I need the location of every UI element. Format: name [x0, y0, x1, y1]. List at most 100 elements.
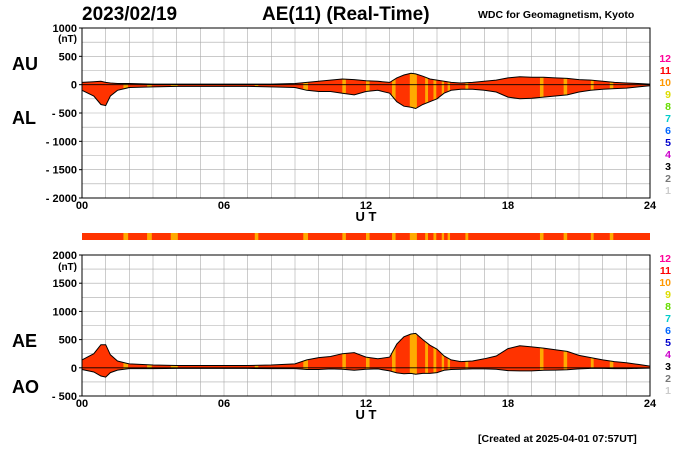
x-tick-label: 12: [360, 200, 372, 212]
series-label-upper: AU: [12, 54, 38, 74]
legend-item: 5: [665, 137, 671, 149]
x-tick-label: 00: [76, 200, 88, 212]
series-line-au: [81, 72, 651, 85]
ae-ao-panel: 2000 1500 1000 500 0 - 500 (nT) 00 06 12 18 24 U T AE…: [12, 250, 657, 422]
y-tick-label: - 2000: [46, 193, 77, 205]
status-bar-segment: [609, 233, 614, 240]
highlight-stripe: [392, 333, 396, 378]
y-tick-label: - 1000: [46, 136, 77, 148]
legend-item: 4: [665, 149, 671, 161]
x-tick-label: 12: [360, 398, 372, 410]
x-tick-label: 06: [218, 398, 230, 410]
status-bar-segment: [465, 233, 469, 240]
x-tick-label: 18: [502, 398, 514, 410]
legend-item: 4: [665, 349, 671, 361]
source-label: WDC for Geomagnetism, Kyoto: [478, 9, 635, 21]
y-tick-label: 1500: [53, 278, 77, 290]
status-bar-segment: [441, 233, 445, 240]
y-tick-label: 500: [59, 335, 77, 347]
y-tick-label: 1000: [53, 23, 77, 35]
highlight-stripe: [425, 73, 429, 109]
legend-item: 12: [659, 53, 671, 65]
status-bar-segment: [366, 233, 370, 240]
y-tick-label: 0: [71, 80, 77, 92]
y-tick-label: - 500: [52, 391, 77, 403]
highlight-stripe: [563, 73, 568, 109]
status-bar-segment: [147, 233, 152, 240]
y-tick-label: 500: [59, 51, 77, 63]
x-tick-label: 06: [218, 200, 230, 212]
highlight-stripe: [392, 73, 396, 109]
highlight-stripe: [539, 73, 544, 109]
data-status-bar: [82, 233, 650, 240]
status-bar-segment: [254, 233, 259, 240]
series-label-lower: AO: [12, 377, 39, 397]
date-label: 2023/02/19: [82, 4, 178, 25]
status-bar-segment: [392, 233, 396, 240]
highlight-stripe: [409, 73, 417, 109]
series-label-upper: AE: [12, 331, 37, 351]
legend-item: 9: [665, 89, 671, 101]
y-tick-label: 2000: [53, 250, 77, 262]
highlight-stripe: [433, 333, 437, 378]
au-al-panel: 1000 500 0 - 500 - 1000 - 1500 - 2000 (nT) 00 06 1…: [12, 23, 657, 224]
series-line-al: [81, 85, 651, 110]
legend-item: 12: [659, 253, 671, 265]
x-axis-label: U T: [356, 209, 377, 224]
status-bar-segment: [123, 233, 129, 240]
legend-item: 11: [660, 265, 671, 277]
status-bar-segment: [425, 233, 429, 240]
legend-item: 7: [665, 313, 671, 325]
x-axis-label: U T: [356, 407, 377, 422]
legend-item: 2: [665, 173, 671, 185]
series-line-ao: [81, 367, 651, 378]
legend-item: 2: [665, 373, 671, 385]
highlight-stripe: [425, 333, 429, 378]
status-bar-segment: [170, 233, 178, 240]
y-tick-label: 0: [71, 363, 77, 375]
legend-item: 9: [665, 289, 671, 301]
legend-item: 10: [659, 77, 671, 89]
legend-item: 1: [665, 185, 671, 197]
legend-item: 8: [665, 101, 671, 113]
highlight-stripe: [539, 333, 544, 378]
highlight-stripe: [409, 333, 417, 378]
highlight-stripe: [342, 73, 346, 109]
y-tick-label: - 1500: [46, 165, 77, 177]
legend-item: 7: [665, 113, 671, 125]
status-bar-segment: [303, 233, 309, 240]
legend-item: 1: [665, 385, 671, 397]
x-tick-label: 00: [76, 398, 88, 410]
status-bar-segment: [409, 233, 417, 240]
x-tick-label: 24: [644, 398, 657, 410]
activity-area: [82, 333, 650, 378]
plot-frame: [81, 254, 651, 397]
x-tick-label: 24: [644, 200, 657, 212]
legend-item: 6: [665, 125, 671, 137]
highlight-stripe: [441, 73, 445, 109]
status-bar-segment: [539, 233, 544, 240]
legend-item: 3: [665, 161, 671, 173]
status-bar-segment: [447, 233, 451, 240]
legend-item: 10: [659, 277, 671, 289]
highlight-stripe: [563, 333, 568, 378]
series-line-ae: [81, 332, 651, 367]
series-label-lower: AL: [12, 108, 36, 128]
x-tick-label: 18: [502, 200, 514, 212]
status-bar-segment: [590, 233, 594, 240]
unit-label: (nT): [58, 34, 77, 45]
status-bar-segment: [563, 233, 568, 240]
legend-item: 6: [665, 325, 671, 337]
created-timestamp: [Created at 2025-04-01 07:57UT]: [478, 433, 637, 445]
status-bar-segment: [433, 233, 437, 240]
legend-item: 5: [665, 337, 671, 349]
unit-label: (nT): [58, 262, 77, 273]
highlight-stripe: [433, 73, 437, 109]
chart-title: AE(11) (Real-Time): [262, 4, 430, 25]
status-bar-segment: [342, 233, 346, 240]
y-tick-label: 1000: [53, 306, 77, 318]
legend-item: 3: [665, 361, 671, 373]
